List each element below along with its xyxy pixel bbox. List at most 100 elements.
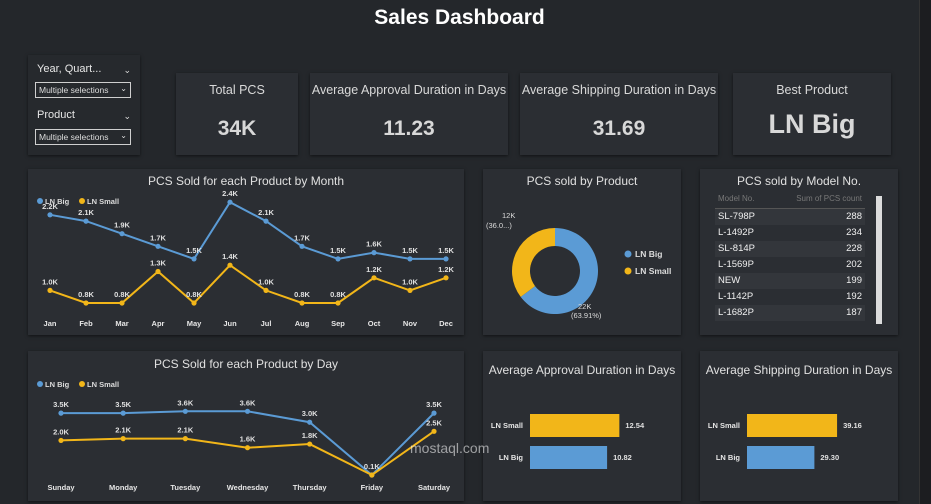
data-point — [83, 218, 89, 224]
data-label: 0.8K — [186, 290, 202, 299]
table-scrollbar[interactable] — [876, 196, 882, 324]
table-row[interactable]: L-1142P 192 — [715, 289, 865, 305]
data-point — [191, 256, 197, 262]
legend-label: LN Big — [635, 249, 662, 259]
data-point — [299, 300, 305, 306]
y-tick-label: LN Big — [499, 453, 524, 462]
bar — [530, 446, 608, 469]
data-label: 1.3K — [150, 259, 166, 268]
data-point — [182, 436, 188, 442]
watermark: mostaql.com — [410, 440, 490, 456]
chevron-down-icon: ⌄ — [120, 84, 127, 93]
data-label: 1.0K — [402, 277, 418, 286]
legend-label: LN Big — [45, 197, 70, 206]
kpi-label: Total PCS — [209, 83, 265, 97]
right-scrollbar[interactable] — [919, 0, 931, 504]
x-tick-label: Jan — [44, 319, 57, 328]
data-point — [307, 441, 313, 447]
x-tick-label: Aug — [295, 319, 310, 328]
x-tick-label: Friday — [361, 483, 384, 492]
data-label: 2.1K — [78, 208, 94, 217]
data-point — [407, 256, 413, 262]
x-tick-label: Sep — [331, 319, 345, 328]
series-line — [49, 200, 446, 261]
data-point — [307, 419, 313, 425]
cell-model: L-1569P — [718, 259, 754, 270]
column-header-model[interactable]: Model No. — [718, 194, 755, 203]
bar — [747, 446, 815, 469]
y-tick-label: LN Big — [716, 453, 741, 462]
kpi-value: 34K — [217, 117, 257, 140]
kpi-label: Average Shipping Duration in Days — [521, 83, 717, 97]
data-point — [155, 243, 161, 249]
legend-marker — [79, 381, 85, 387]
data-label: 2.1K — [115, 426, 131, 435]
chevron-down-icon[interactable]: ⌄ — [123, 65, 131, 75]
chevron-down-icon[interactable]: ⌄ — [123, 111, 131, 121]
data-point — [120, 436, 126, 442]
data-label: 1.6K — [240, 435, 256, 444]
slicer-product-dropdown[interactable]: Multiple selections ⌄ — [35, 129, 131, 145]
slice-label: 22K — [578, 302, 591, 311]
cell-count: 228 — [846, 243, 862, 254]
table-row[interactable]: L-1682P 187 — [715, 305, 865, 321]
chevron-down-icon: ⌄ — [120, 131, 127, 140]
cell-model: SL-814P — [718, 243, 755, 254]
pie-slice — [520, 228, 598, 314]
legend-marker — [37, 198, 43, 204]
column-header-sum[interactable]: Sum of PCS count — [796, 194, 862, 203]
data-label: 2.1K — [177, 426, 193, 435]
x-tick-label: Monday — [109, 483, 138, 492]
kpi-card-total-pcs: Total PCS 34K — [176, 73, 298, 155]
chart-card-shipping-bars: Average Shipping Duration in Days LN Sma… — [700, 351, 898, 501]
chart-card-approval-bars: Average Approval Duration in Days LN Sma… — [483, 351, 681, 501]
legend-label: LN Small — [635, 266, 671, 276]
data-label: 1.6K — [366, 240, 382, 249]
data-point — [443, 256, 449, 262]
data-label: 0.8K — [114, 290, 130, 299]
data-point — [83, 300, 89, 306]
data-label: 1.8K — [302, 431, 318, 440]
slicer-panel: Year, Quart... ⌄ Multiple selections ⌄ Pr… — [28, 55, 140, 155]
slicer-year-dropdown[interactable]: Multiple selections ⌄ — [35, 82, 131, 98]
chart-title: Average Approval Duration in Days — [488, 363, 676, 377]
chart-card-month: PCS Sold for each Product by Month LN Bi… — [28, 169, 464, 335]
legend-marker — [624, 267, 632, 275]
chart-card-donut: PCS sold by Product 22K (63.91%) 12K (36.0.… — [483, 169, 681, 335]
slicer-year-value: Multiple selections — [39, 85, 109, 95]
data-point — [371, 275, 377, 281]
data-point — [155, 268, 161, 275]
cell-count: 288 — [846, 211, 862, 222]
table-row[interactable]: L-1492P 234 — [715, 225, 865, 241]
kpi-value: 11.23 — [383, 117, 435, 140]
table-row[interactable]: L-1569P 202 — [715, 257, 865, 273]
cell-count: 187 — [846, 307, 862, 318]
data-point — [299, 243, 305, 249]
data-label: 2.0K — [53, 427, 69, 436]
legend-marker — [624, 250, 632, 258]
cell-count: 199 — [846, 275, 862, 286]
y-tick-label: LN Small — [708, 421, 740, 430]
data-point — [119, 300, 125, 306]
bar-chart-approval: LN Small 12.54 LN Big 10.82 — [491, 414, 645, 469]
table-header: Model No. Sum of PCS count — [715, 194, 865, 209]
data-point — [335, 256, 341, 262]
cell-model: NEW — [718, 275, 741, 286]
data-label: 1.4K — [222, 252, 238, 261]
data-point — [443, 275, 449, 281]
slicer-product-value: Multiple selections — [39, 132, 109, 142]
data-label: 1.0K — [42, 277, 58, 286]
data-label: 0.8K — [294, 290, 310, 299]
x-tick-label: Jul — [261, 319, 272, 328]
x-tick-label: Apr — [152, 319, 165, 328]
data-label: 3.5K — [426, 400, 442, 409]
table-row[interactable]: SL-798P 288 — [715, 209, 865, 225]
table-body: SL-798P 288 L-1492P 234 SL-814P 228 L-1569P 202… — [715, 209, 865, 321]
chart-card-day: PCS Sold for each Product by Day LN Big L… — [28, 351, 464, 501]
table-row[interactable]: NEW 199 — [715, 273, 865, 289]
data-label: 0.8K — [78, 290, 94, 299]
x-tick-label: Mar — [115, 319, 128, 328]
data-point — [227, 262, 233, 268]
data-label: 3.0K — [302, 409, 318, 418]
table-row[interactable]: SL-814P 228 — [715, 241, 865, 257]
